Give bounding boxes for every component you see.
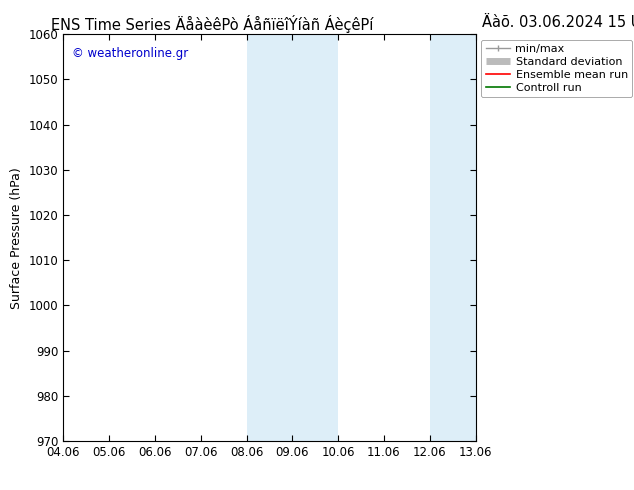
- Legend: min/max, Standard deviation, Ensemble mean run, Controll run: min/max, Standard deviation, Ensemble me…: [481, 40, 632, 97]
- Text: ENS Time Series ÄåàèêPò ÁåñïëîÝíàñ ÁèçêPí: ENS Time Series ÄåàèêPò ÁåñïëîÝíàñ ÁèçêP…: [51, 15, 373, 33]
- Text: Äàõ. 03.06.2024 15 UTC: Äàõ. 03.06.2024 15 UTC: [482, 15, 634, 30]
- Text: © weatheronline.gr: © weatheronline.gr: [72, 47, 188, 59]
- Bar: [247, 34, 292, 441]
- Bar: [292, 34, 338, 441]
- Y-axis label: Surface Pressure (hPa): Surface Pressure (hPa): [10, 167, 23, 309]
- Bar: [430, 34, 476, 441]
